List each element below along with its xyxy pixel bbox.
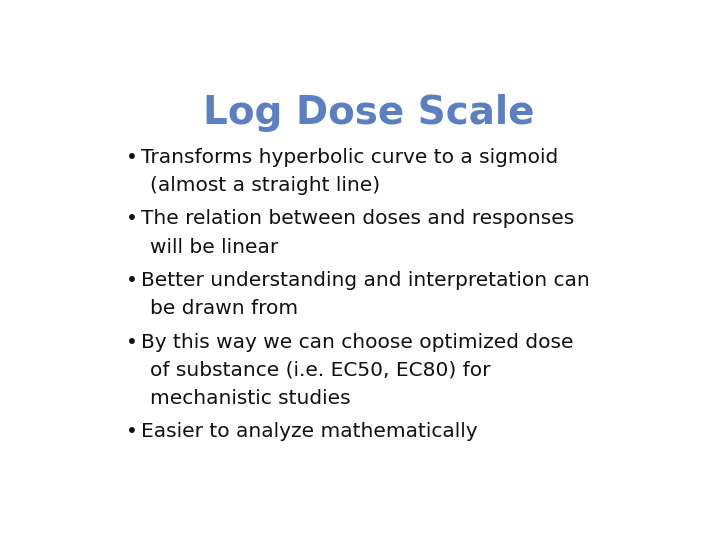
Text: Transforms hyperbolic curve to a sigmoid: Transforms hyperbolic curve to a sigmoid <box>141 148 559 167</box>
Text: Log Dose Scale: Log Dose Scale <box>203 94 535 132</box>
Text: •: • <box>126 333 138 352</box>
Text: Easier to analyze mathematically: Easier to analyze mathematically <box>141 422 478 441</box>
Text: •: • <box>126 148 138 167</box>
Text: The relation between doses and responses: The relation between doses and responses <box>141 210 575 228</box>
Text: be drawn from: be drawn from <box>150 299 298 318</box>
Text: •: • <box>126 210 138 228</box>
Text: Better understanding and interpretation can: Better understanding and interpretation … <box>141 271 590 290</box>
Text: mechanistic studies: mechanistic studies <box>150 389 351 408</box>
Text: will be linear: will be linear <box>150 238 279 257</box>
Text: of substance (i.e. EC50, EC80) for: of substance (i.e. EC50, EC80) for <box>150 361 491 380</box>
Text: (almost a straight line): (almost a straight line) <box>150 176 380 195</box>
Text: •: • <box>126 422 138 441</box>
Text: By this way we can choose optimized dose: By this way we can choose optimized dose <box>141 333 574 352</box>
Text: •: • <box>126 271 138 290</box>
